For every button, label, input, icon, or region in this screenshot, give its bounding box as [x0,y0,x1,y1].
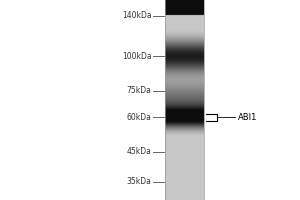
Text: 140kDa: 140kDa [122,11,152,20]
Text: 45kDa: 45kDa [127,147,152,156]
Text: 35kDa: 35kDa [127,177,152,186]
Text: ABI1: ABI1 [238,113,257,122]
Text: 100kDa: 100kDa [122,52,152,61]
Text: 75kDa: 75kDa [127,86,152,95]
Text: 60kDa: 60kDa [127,113,152,122]
